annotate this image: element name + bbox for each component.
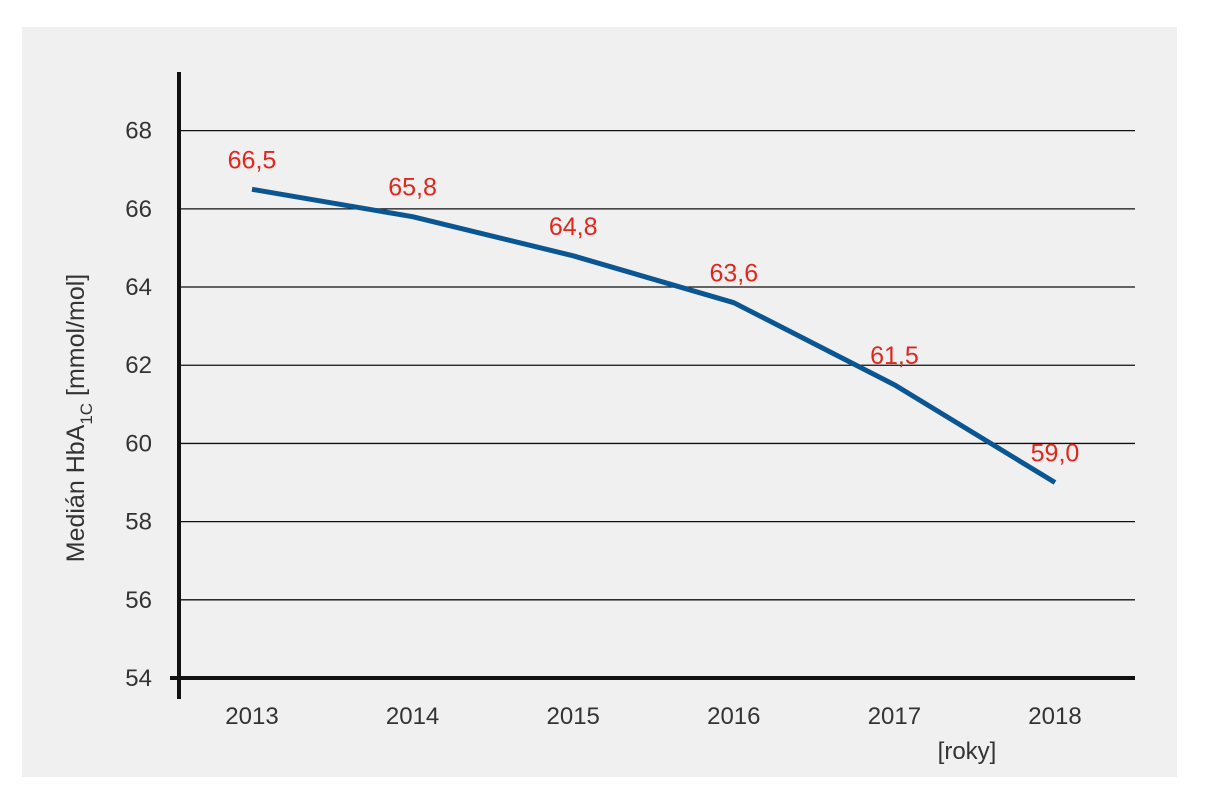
data-label: 64,8 (549, 213, 598, 241)
x-tick-label: 2013 (225, 703, 278, 730)
data-label: 61,5 (870, 342, 919, 370)
y-tick-labels: 54 56 58 60 62 64 66 68 (125, 118, 152, 692)
y-axis-label-main: Medián HbA (62, 424, 90, 562)
y-axis-label-unit: [mmol/mol] (62, 274, 90, 403)
y-tick-label: 64 (125, 274, 152, 301)
data-label: 66,5 (228, 146, 277, 174)
data-label: 59,0 (1031, 440, 1080, 468)
x-tick-labels: 2013 2014 2015 2016 2017 2018 (225, 703, 1081, 730)
y-tick-label: 68 (125, 118, 152, 145)
x-tick-label: 2015 (547, 703, 600, 730)
chart-panel: 54 56 58 60 62 64 66 68 2013 2014 2015 2016 2017 201… (22, 27, 1177, 777)
y-tick-label: 66 (125, 196, 152, 223)
data-labels: 66,5 65,8 64,8 63,6 61,5 59,0 (228, 146, 1080, 467)
x-tick-label: 2014 (386, 703, 439, 730)
y-tick-label: 62 (125, 352, 152, 379)
y-tick-label: 60 (125, 430, 152, 457)
data-label: 65,8 (388, 174, 437, 202)
y-tick-label: 58 (125, 509, 152, 536)
x-tick-label: 2016 (707, 703, 760, 730)
data-label: 63,6 (709, 260, 758, 288)
y-axis-label: Medián HbA1C [mmol/mol] (62, 274, 96, 563)
y-tick-label: 54 (125, 665, 152, 692)
x-axis-unit-label: [roky] (938, 738, 997, 765)
x-tick-label: 2017 (868, 703, 921, 730)
series-line (251, 186, 1057, 485)
x-tick-label: 2018 (1028, 703, 1081, 730)
gridlines (179, 129, 1135, 601)
y-axis-label-subscript: 1C (77, 403, 96, 425)
y-tick-label: 56 (125, 587, 152, 614)
